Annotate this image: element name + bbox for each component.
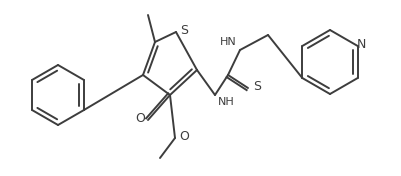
Text: N: N bbox=[357, 37, 367, 51]
Text: NH: NH bbox=[218, 97, 235, 107]
Text: O: O bbox=[135, 112, 145, 125]
Text: HN: HN bbox=[220, 37, 237, 47]
Text: S: S bbox=[180, 24, 188, 36]
Text: S: S bbox=[253, 80, 261, 93]
Text: O: O bbox=[179, 130, 189, 143]
